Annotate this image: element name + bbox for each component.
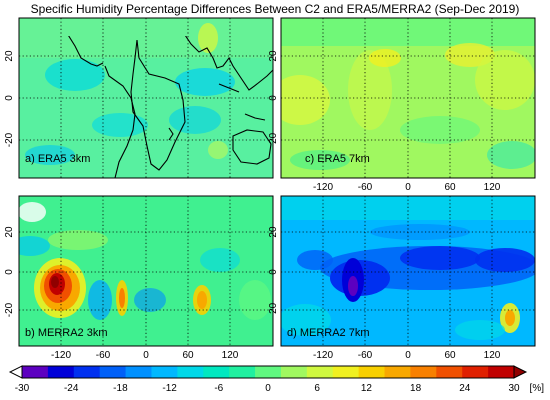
x-tick-b-minus-60: -60 xyxy=(96,350,111,361)
colorbar-tick-label: 18 xyxy=(410,383,422,394)
colorbar-cell xyxy=(73,366,101,378)
y-tick-a-0: 0 xyxy=(4,95,15,101)
x-tick-d-60: 60 xyxy=(444,350,456,361)
x-tick-b-0: 0 xyxy=(143,350,149,361)
x-tick-b-minus-120: -120 xyxy=(51,350,71,361)
y-tick-c-20: 20 xyxy=(268,50,279,62)
colorbar-under-triangle xyxy=(8,365,23,379)
frame-c xyxy=(280,17,536,179)
colorbar-tick-label: -12 xyxy=(162,383,177,394)
x-axis-b: -120 -60 0 60 120 xyxy=(51,350,239,361)
colorbar-cells xyxy=(8,365,528,379)
colorbar-cell xyxy=(203,366,230,378)
y-tick-a-minus-20: -20 xyxy=(4,132,15,147)
y-tick-c-0: 0 xyxy=(268,95,279,101)
x-tick-d-minus-120: -120 xyxy=(313,350,333,361)
colorbar-cell xyxy=(358,366,386,378)
humidity-field-b xyxy=(19,196,273,346)
panel-d: 20 0 -20 -120 -60 0 60 120 d) MERRA2 7km xyxy=(268,195,536,361)
colorbar-tick-label: -18 xyxy=(113,383,128,394)
y-tick-a-20: 20 xyxy=(4,50,15,62)
x-tick-d-0: 0 xyxy=(405,350,411,361)
colorbar-cell xyxy=(125,366,152,378)
figure-title: Specific Humidity Percentage Differences… xyxy=(30,2,520,16)
colorbar-tick-label: 30 xyxy=(508,383,520,394)
colorbar-tick-label: -24 xyxy=(64,383,79,394)
colorbar-cell xyxy=(151,366,178,378)
colorbar-tick-label: -30 xyxy=(15,383,30,394)
x-tick-c-120: 120 xyxy=(484,182,501,193)
colorbar-cell xyxy=(47,366,75,378)
y-tick-b-20: 20 xyxy=(4,226,15,238)
frame-a xyxy=(18,17,274,179)
gridlines-a xyxy=(19,18,273,178)
x-tick-c-0: 0 xyxy=(405,182,411,193)
x-tick-c-minus-60: -60 xyxy=(358,182,373,193)
y-tick-d-0: 0 xyxy=(268,269,279,275)
y-axis-a: 20 0 -20 xyxy=(4,50,15,147)
x-tick-d-minus-60: -60 xyxy=(358,350,373,361)
gridlines-c xyxy=(281,18,535,178)
x-axis-d: -120 -60 0 60 120 xyxy=(313,350,501,361)
panel-a: 20 0 -20 a) ERA5 3km xyxy=(4,17,274,179)
colorbar-cell xyxy=(22,366,49,378)
y-axis-c: 20 0 -20 xyxy=(268,50,279,147)
x-tick-b-60: 60 xyxy=(182,350,194,361)
gridlines-b xyxy=(19,196,273,346)
humidity-field-d xyxy=(281,196,535,346)
colorbar-cell xyxy=(332,366,360,378)
colorbar-cell xyxy=(99,366,127,378)
y-axis-d: 20 0 -20 xyxy=(268,226,279,317)
x-tick-c-60: 60 xyxy=(444,182,456,193)
y-tick-c-minus-20: -20 xyxy=(268,132,279,147)
frame-d xyxy=(280,195,536,347)
x-axis-c: -120 -60 0 60 120 xyxy=(313,182,501,193)
colorbar-tick-label: 0 xyxy=(265,383,271,394)
colorbar-cell xyxy=(280,366,308,378)
colorbar-tick-label: -6 xyxy=(214,383,223,394)
x-tick-d-120: 120 xyxy=(484,350,501,361)
colorbar-cell xyxy=(229,366,256,378)
colorbar-cell xyxy=(177,366,204,378)
colorbar-cell xyxy=(384,366,411,378)
colorbar-tick-label: 12 xyxy=(361,383,373,394)
x-tick-b-120: 120 xyxy=(222,350,239,361)
coastlines-a xyxy=(68,36,274,179)
colorbar-ticks: -30 -24 -18 -12 -6 0 6 12 18 24 30 xyxy=(15,383,520,394)
panel-c: 20 0 -20 -120 -60 0 60 120 c) ERA5 7km xyxy=(268,17,536,193)
x-tick-c-minus-120: -120 xyxy=(313,182,333,193)
panel-label-a: a) ERA5 3km xyxy=(25,153,90,165)
colorbar: -30 -24 -18 -12 -6 0 6 12 18 24 30 [%] xyxy=(8,365,545,394)
colorbar-tick-label: 24 xyxy=(459,383,471,394)
panel-label-b: b) MERRA2 3km xyxy=(25,327,108,339)
colorbar-cell xyxy=(255,366,282,378)
gridlines-d xyxy=(281,196,535,346)
panel-b: 20 0 -20 -120 -60 0 60 120 b) MERRA2 3km xyxy=(4,195,274,361)
panel-label-c: c) ERA5 7km xyxy=(305,153,370,165)
y-axis-b: 20 0 -20 xyxy=(4,226,15,317)
colorbar-cell xyxy=(462,366,489,378)
y-tick-d-minus-20: -20 xyxy=(268,302,279,317)
colorbar-cell xyxy=(488,366,515,378)
frame-b xyxy=(18,195,274,347)
y-tick-d-20: 20 xyxy=(268,226,279,238)
colorbar-unit: [%] xyxy=(530,383,545,394)
colorbar-cell xyxy=(306,366,334,378)
colorbar-tick-label: 6 xyxy=(314,383,320,394)
colorbar-frame xyxy=(21,365,515,379)
colorbar-over-triangle xyxy=(513,365,528,379)
colorbar-cell xyxy=(436,366,463,378)
y-tick-b-minus-20: -20 xyxy=(4,302,15,317)
colorbar-cell xyxy=(410,366,437,378)
panel-label-d: d) MERRA2 7km xyxy=(287,327,370,339)
y-tick-b-0: 0 xyxy=(4,269,15,275)
